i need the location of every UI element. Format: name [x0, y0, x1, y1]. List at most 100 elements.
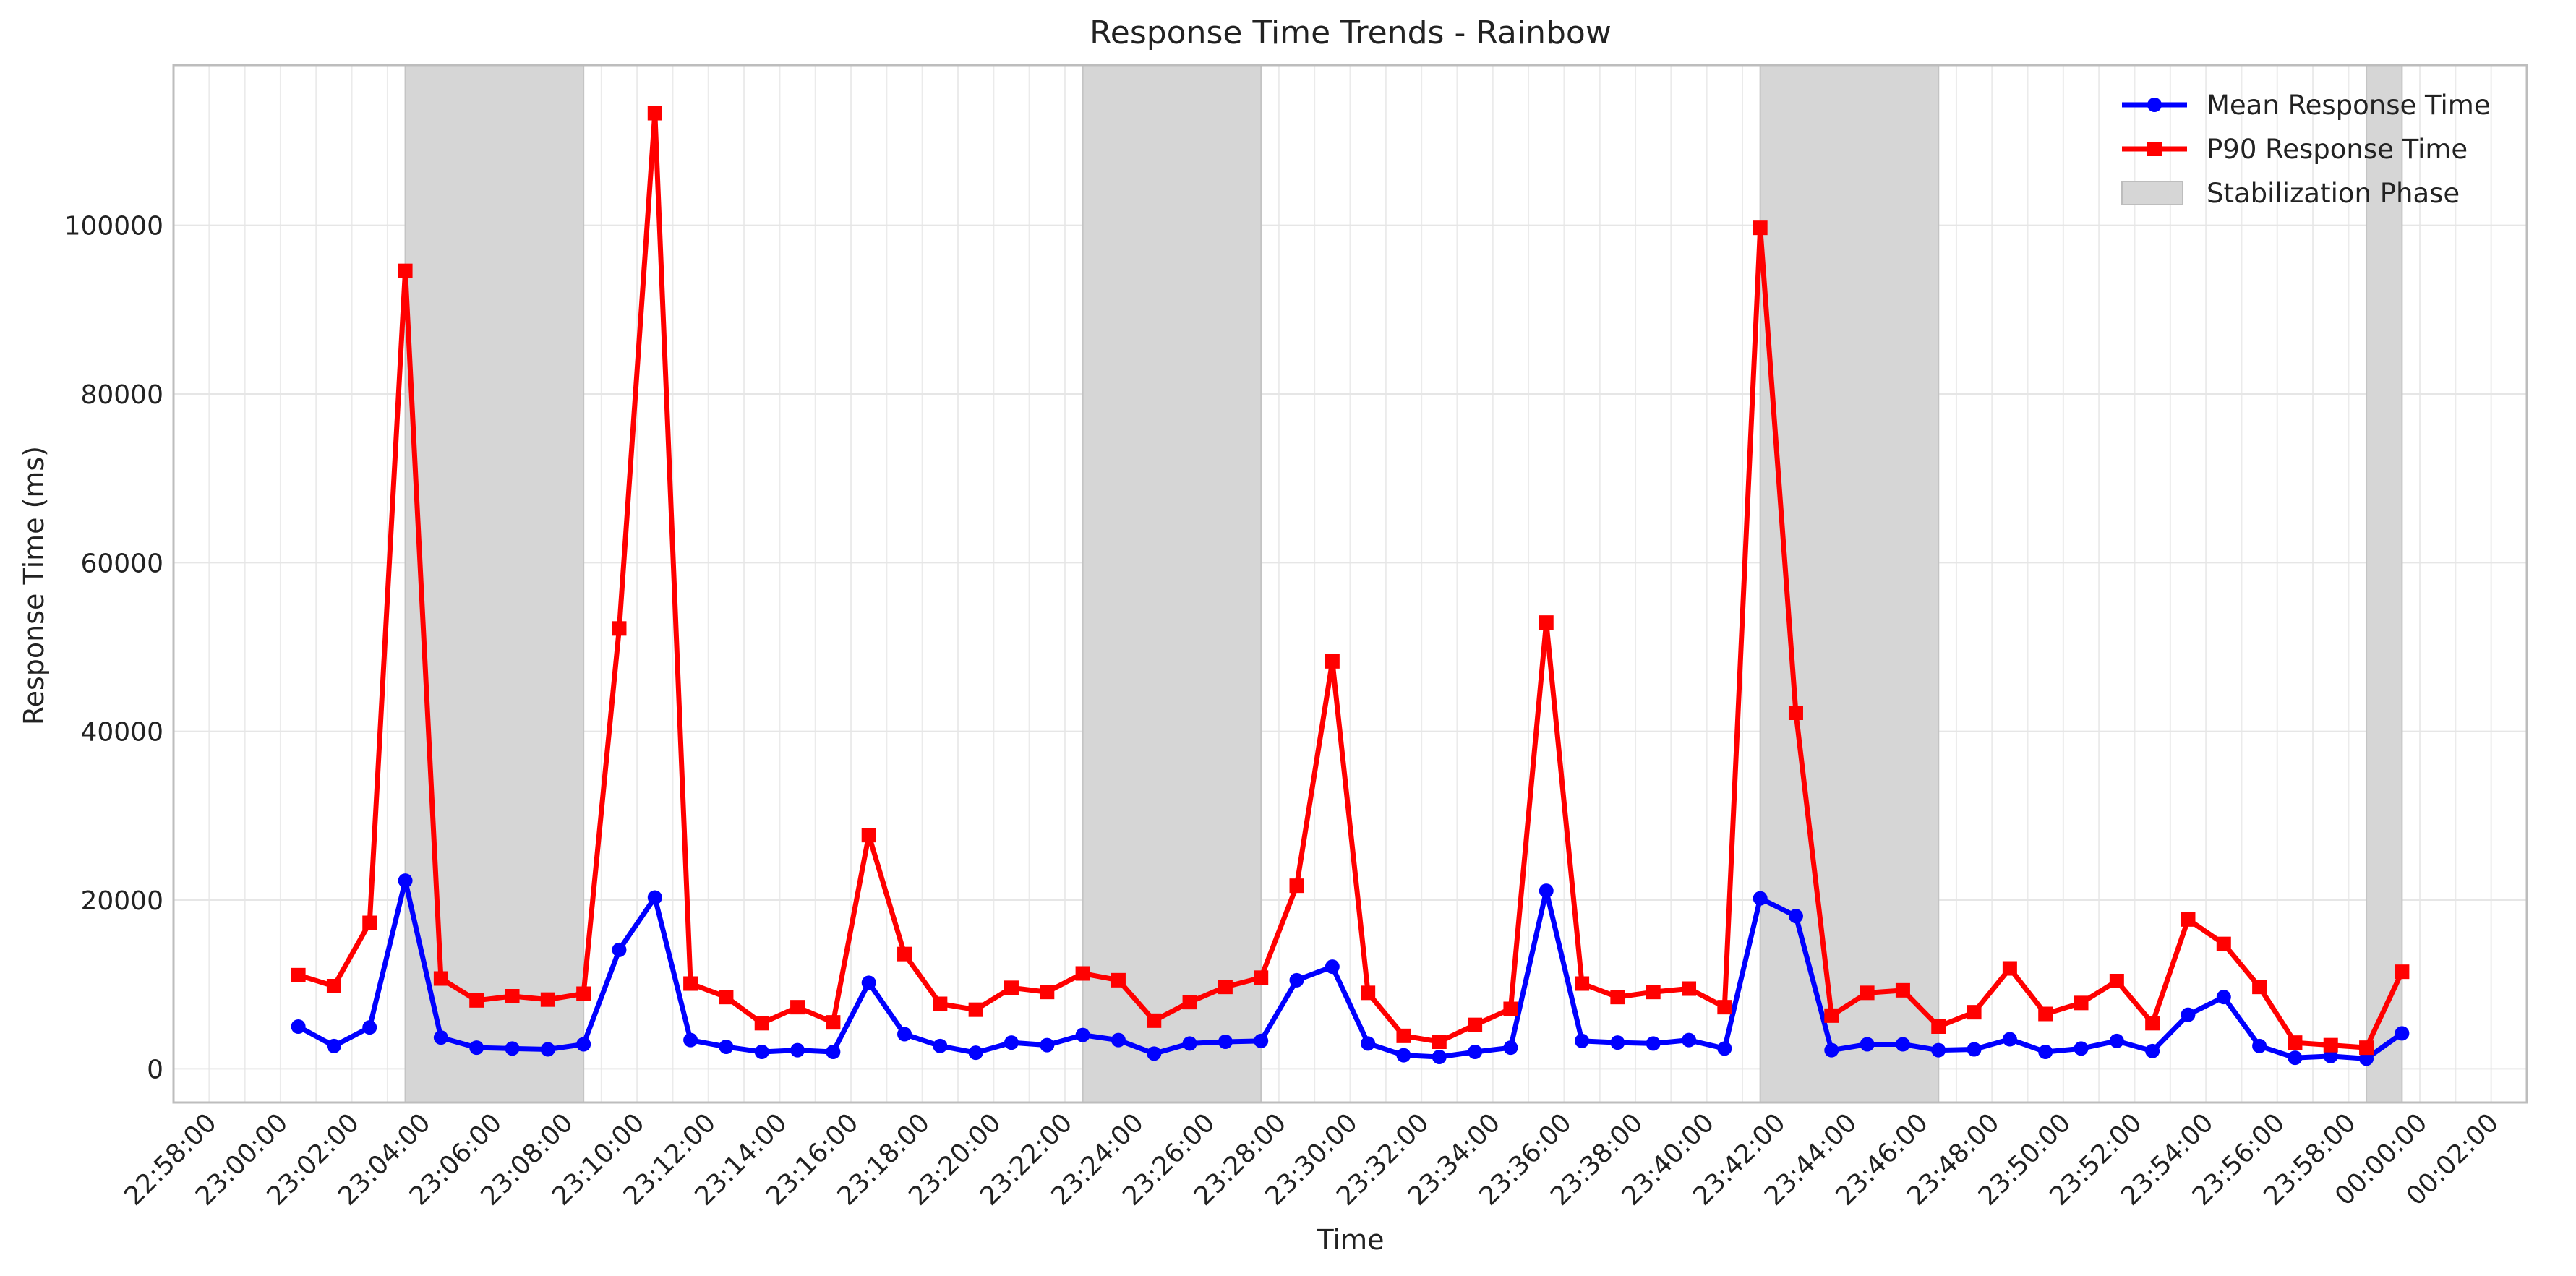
data-point: [968, 1002, 983, 1017]
data-point: [291, 1019, 306, 1034]
data-point: [2181, 912, 2196, 927]
data-point: [1575, 1033, 1590, 1048]
legend-p90-label: P90 Response Time: [2207, 134, 2468, 165]
data-point: [1004, 1035, 1019, 1050]
data-point: [2145, 1016, 2160, 1031]
data-point: [1468, 1045, 1483, 1059]
data-point: [505, 1041, 520, 1056]
data-point: [1503, 1040, 1518, 1056]
legend-p90-marker: [2147, 142, 2162, 156]
data-point: [683, 976, 698, 991]
data-point: [2109, 1033, 2124, 1048]
data-point: [1361, 985, 1376, 1001]
data-point: [1682, 1032, 1697, 1048]
data-point: [1182, 1036, 1197, 1051]
data-point: [612, 942, 627, 957]
data-point: [1254, 1033, 1269, 1048]
data-point: [1717, 1041, 1732, 1056]
data-point: [1361, 1036, 1376, 1051]
data-point: [2074, 1041, 2089, 1056]
data-point: [1788, 909, 1803, 924]
data-point: [2288, 1035, 2303, 1050]
data-point: [1147, 1046, 1162, 1061]
series-p90: [291, 106, 2410, 1056]
data-point: [1895, 1037, 1910, 1052]
data-point: [2395, 1026, 2410, 1041]
data-point: [1824, 1008, 1839, 1023]
y-axis-tick-labels: 0 20000 40000 60000 80000 100000: [64, 212, 163, 1085]
data-point: [1575, 976, 1590, 991]
data-point: [1646, 1036, 1661, 1051]
data-point: [362, 915, 377, 930]
data-point: [2109, 974, 2124, 988]
data-point: [1325, 959, 1340, 975]
data-point: [1396, 1048, 1411, 1063]
data-series: [291, 106, 2410, 1066]
legend-stabilization-label: Stabilization Phase: [2207, 178, 2460, 209]
data-point: [1717, 1000, 1732, 1015]
data-point: [2216, 990, 2231, 1005]
stabilization-phase-band: [404, 64, 585, 1103]
y-tick-label: 40000: [80, 718, 163, 748]
y-tick-label: 60000: [80, 549, 163, 578]
data-point: [1289, 878, 1304, 894]
data-point: [1860, 985, 1875, 1001]
data-point: [826, 1015, 841, 1030]
data-point: [683, 1032, 698, 1048]
data-point: [2038, 1006, 2053, 1022]
data-point: [2145, 1043, 2160, 1058]
data-point: [1040, 985, 1055, 1000]
data-point: [897, 946, 912, 962]
y-tick-label: 20000: [80, 886, 163, 916]
data-point: [1218, 1035, 1233, 1049]
data-point: [1967, 1005, 1982, 1020]
data-point: [1539, 615, 1554, 630]
data-point: [1040, 1037, 1055, 1053]
data-point: [1824, 1042, 1839, 1058]
data-point: [1254, 970, 1269, 985]
data-point: [1111, 972, 1126, 988]
data-point: [1967, 1042, 1982, 1057]
data-point: [647, 106, 662, 121]
data-point: [1610, 990, 1625, 1005]
data-point: [933, 996, 948, 1011]
data-point: [2216, 936, 2231, 951]
data-point: [362, 1020, 377, 1035]
x-axis-tick-labels: 22:58:0023:00:0023:02:0023:04:0023:06:00…: [119, 1108, 2504, 1211]
data-point: [933, 1038, 948, 1053]
data-point: [1289, 972, 1304, 988]
data-point: [790, 1000, 805, 1015]
data-point: [540, 992, 555, 1007]
data-point: [540, 1042, 555, 1057]
data-point: [1432, 1050, 1447, 1064]
legend: Mean Response Time P90 Response Time Sta…: [2121, 90, 2491, 209]
data-point: [2288, 1050, 2303, 1066]
data-point: [1325, 654, 1340, 669]
data-point: [1682, 981, 1697, 996]
data-point: [861, 975, 876, 990]
data-point: [897, 1027, 912, 1042]
legend-stabilization-swatch: [2121, 181, 2183, 205]
data-point: [1432, 1035, 1447, 1049]
data-point: [576, 1037, 591, 1052]
data-point: [326, 1038, 341, 1053]
data-point: [1218, 980, 1233, 995]
stabilization-phase-band: [2366, 64, 2403, 1103]
data-point: [1182, 995, 1197, 1010]
data-point: [754, 1045, 769, 1059]
stabilization-phase-band: [1082, 64, 1262, 1103]
data-point: [2252, 980, 2267, 995]
data-point: [2323, 1048, 2338, 1063]
data-point: [469, 993, 484, 1008]
data-point: [1075, 1027, 1090, 1042]
y-tick-label: 80000: [80, 380, 163, 410]
series-mean: [291, 873, 2410, 1066]
data-point: [2359, 1051, 2374, 1066]
data-point: [790, 1042, 805, 1058]
data-point: [968, 1045, 983, 1061]
data-point: [1646, 985, 1661, 1000]
data-point: [326, 979, 341, 993]
data-point: [719, 990, 734, 1005]
legend-mean-label: Mean Response Time: [2207, 90, 2491, 121]
data-point: [719, 1040, 734, 1054]
